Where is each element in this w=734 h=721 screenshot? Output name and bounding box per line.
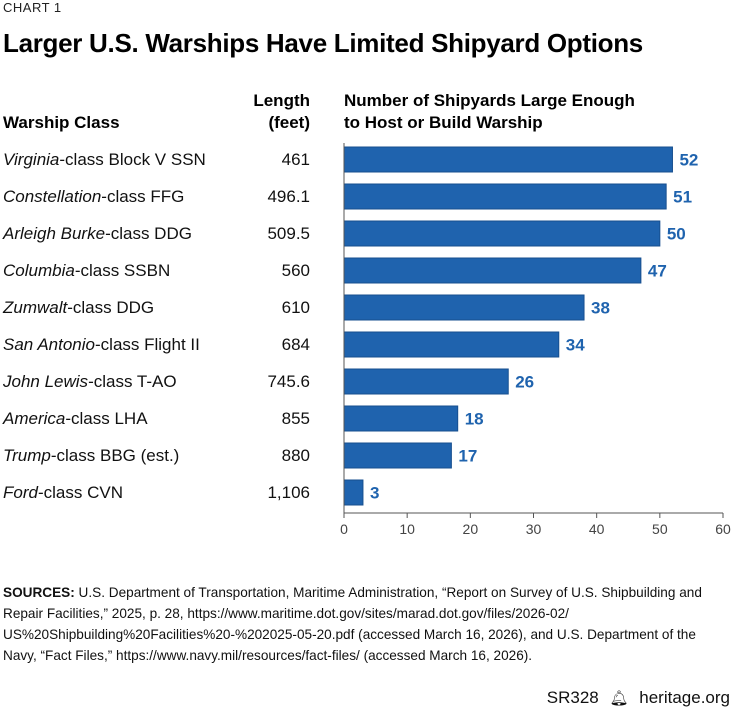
- table-row: Constellation-class FFG 496.1: [0, 186, 734, 223]
- warship-class-name: Columbia-class SSBN: [3, 260, 170, 282]
- warship-length: 684: [281, 335, 310, 354]
- bar-value-label: 26: [515, 373, 534, 392]
- liberty-bell-icon: 🔔︎: [609, 690, 629, 707]
- warship-class-name: Trump-class BBG (est.): [3, 445, 179, 467]
- table-row: Virginia-class Block V SSN 461: [0, 149, 734, 186]
- bar: [343, 442, 452, 469]
- x-tick-label: 10: [399, 521, 415, 537]
- warship-class-italic: Constellation: [3, 187, 102, 206]
- bar-value-label: 52: [679, 151, 698, 170]
- warship-class-name: Virginia-class Block V SSN: [3, 149, 206, 171]
- bar-value-label: 17: [458, 447, 477, 466]
- sources-line-4: Navy, “Fact Files,” https://www.navy.mil…: [3, 648, 533, 663]
- bar-value-label: 51: [673, 188, 692, 207]
- table-row: John Lewis-class T-AO 745.6: [0, 371, 734, 408]
- warship-class-suffix: -class LHA: [65, 409, 148, 428]
- table-row: Columbia-class SSBN 560: [0, 260, 734, 297]
- bar: [343, 146, 673, 173]
- header-shipyards-line1: Number of Shipyards Large Enough: [344, 91, 635, 110]
- warship-class-italic: Ford: [3, 483, 38, 502]
- bar-value-label: 18: [465, 410, 484, 429]
- bar: [343, 257, 642, 284]
- warship-class-name: John Lewis-class T-AO: [3, 371, 177, 393]
- bar: [343, 331, 560, 358]
- warship-class-name: San Antonio-class Flight II: [3, 334, 200, 356]
- warship-class-italic: Virginia: [3, 150, 60, 169]
- warship-class-italic: Zumwalt: [3, 298, 68, 317]
- bar-value-label: 34: [566, 336, 585, 355]
- warship-class-name: Ford-class CVN: [3, 482, 123, 504]
- footer: SR328 🔔︎ heritage.org: [547, 688, 730, 708]
- sources-line-3: US%20Shipbuilding%20Facilities%20-%20202…: [3, 627, 696, 642]
- header-length-line1: Length: [253, 91, 310, 110]
- table-row: Arleigh Burke-class DDG 509.5: [0, 223, 734, 260]
- warship-length: 496.1: [267, 187, 310, 206]
- x-tick-label: 40: [589, 521, 605, 537]
- report-number: SR328: [546, 688, 599, 707]
- warship-class-suffix: -class SSBN: [74, 261, 171, 280]
- table-row: Trump-class BBG (est.) 880: [0, 445, 734, 482]
- x-tick-label: 50: [652, 521, 668, 537]
- warship-class-suffix: -class BBG (est.): [50, 446, 180, 465]
- warship-class-name: Constellation-class FFG: [3, 186, 184, 208]
- sources-label: SOURCES:: [3, 585, 75, 600]
- warship-length: 1,106: [267, 483, 310, 502]
- warship-class-italic: Trump: [3, 446, 51, 465]
- bar-value-label: 38: [591, 299, 610, 318]
- warship-class-italic: America: [3, 409, 66, 428]
- warship-length: 745.6: [267, 372, 310, 391]
- warship-class-suffix: -class Flight II: [95, 335, 200, 354]
- bar-value-label: 3: [370, 484, 379, 503]
- warship-class-suffix: -class T-AO: [88, 372, 177, 391]
- warship-class-suffix: -class FFG: [101, 187, 185, 206]
- header-shipyards-line2: to Host or Build Warship: [344, 113, 543, 132]
- table-row: San Antonio-class Flight II 684: [0, 334, 734, 371]
- warship-class-suffix: -class DDG: [105, 224, 192, 243]
- bar: [343, 294, 585, 321]
- warship-length: 509.5: [267, 224, 310, 243]
- header-length: Length (feet): [230, 90, 310, 134]
- x-tick-label: 20: [463, 521, 479, 537]
- bar: [343, 479, 364, 506]
- warship-class-suffix: -class CVN: [37, 483, 123, 502]
- sources-text-1: U.S. Department of Transportation, Marit…: [78, 585, 702, 600]
- bar: [343, 368, 509, 395]
- table-row: America-class LHA 855: [0, 408, 734, 445]
- sources-note: SOURCES: U.S. Department of Transportati…: [3, 582, 733, 666]
- header-length-line2: (feet): [268, 113, 310, 132]
- warship-class-italic: John Lewis: [3, 372, 89, 391]
- header-shipyards: Number of Shipyards Large Enough to Host…: [344, 90, 635, 134]
- bar: [343, 183, 667, 210]
- warship-length: 880: [281, 446, 310, 465]
- warship-length: 560: [281, 261, 310, 280]
- warship-class-suffix: -class DDG: [67, 298, 155, 317]
- bar-value-label: 47: [648, 262, 667, 281]
- warship-length: 610: [281, 298, 310, 317]
- bar: [343, 220, 661, 247]
- x-tick-label: 60: [715, 521, 731, 537]
- warship-class-italic: Columbia: [3, 261, 75, 280]
- x-tick-label: 0: [340, 521, 348, 537]
- warship-class-name: Arleigh Burke-class DDG: [3, 223, 192, 245]
- chart-kicker: CHART 1: [3, 0, 62, 15]
- warship-class-name: America-class LHA: [3, 408, 148, 430]
- warship-class-suffix: -class Block V SSN: [59, 150, 206, 169]
- warship-class-italic: Arleigh Burke: [3, 224, 106, 243]
- warship-class-name: Zumwalt-class DDG: [3, 297, 154, 319]
- sources-line-1: SOURCES: U.S. Department of Transportati…: [3, 582, 733, 603]
- sources-line-2: Repair Facilities,” 2025, p. 28, https:/…: [3, 606, 569, 621]
- warship-length: 855: [281, 409, 310, 428]
- table-row: Zumwalt-class DDG 610: [0, 297, 734, 334]
- site-name: heritage.org: [639, 688, 730, 707]
- header-warship-class: Warship Class: [3, 113, 120, 132]
- warship-class-italic: San Antonio: [3, 335, 95, 354]
- bar: [343, 405, 459, 432]
- chart-title: Larger U.S. Warships Have Limited Shipya…: [3, 28, 643, 58]
- bar-value-label: 50: [667, 225, 686, 244]
- x-tick-label: 30: [526, 521, 542, 537]
- warship-length: 461: [281, 150, 310, 169]
- table-row: Ford-class CVN 1,106: [0, 482, 734, 519]
